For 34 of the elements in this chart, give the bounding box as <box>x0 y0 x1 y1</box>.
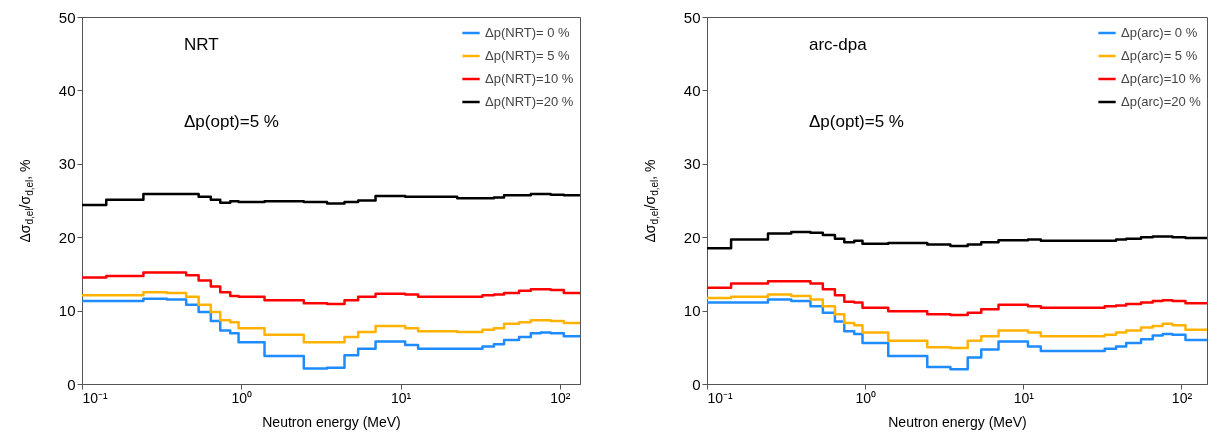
y-tick-label: 40 <box>683 81 701 99</box>
annotation: Δp(opt)=5 % <box>184 112 279 131</box>
y-tick-label: 20 <box>58 228 76 246</box>
legend-label: Δp(arc)= 5 % <box>1121 48 1198 63</box>
x-tick-label: 10⁰ <box>231 389 253 406</box>
y-tick-label: 30 <box>58 155 76 173</box>
y-tick-label: 10 <box>683 302 701 320</box>
y-tick-label: 0 <box>67 375 76 393</box>
y-tick-label: 40 <box>58 81 76 99</box>
legend-label: Δp(arc)=10 % <box>1121 71 1202 86</box>
x-tick-label: 10¹ <box>390 389 412 406</box>
y-tick-label: 0 <box>692 375 701 393</box>
legend-label: Δp(arc)=20 % <box>1121 94 1202 109</box>
y-tick-label: 10 <box>58 302 76 320</box>
legend-label: Δp(NRT)=10 % <box>485 71 574 86</box>
y-tick-label: 50 <box>58 8 76 26</box>
annotation: arc-dpa <box>809 35 868 54</box>
annotation: NRT <box>184 35 219 54</box>
x-tick-label: 10¹ <box>1013 389 1035 406</box>
legend-label: Δp(NRT)=20 % <box>485 94 574 109</box>
x-tick-label: 10² <box>550 389 571 406</box>
legend-label: Δp(NRT)= 0 % <box>485 25 571 40</box>
y-tick-label: 30 <box>683 155 701 173</box>
legend-label: Δp(NRT)= 5 % <box>485 48 571 63</box>
x-tick-label: 10² <box>1171 389 1193 406</box>
x-tick-label: 10⁻¹ <box>707 389 734 406</box>
x-axis-title: Neutron energy (MeV) <box>262 413 401 430</box>
x-tick-label: 10⁰ <box>855 389 876 406</box>
y-tick-label: 50 <box>683 8 701 26</box>
annotation: Δp(opt)=5 % <box>809 112 904 131</box>
x-axis-title: Neutron energy (MeV) <box>888 413 1027 430</box>
legend-label: Δp(arc)= 0 % <box>1121 25 1198 40</box>
x-tick-label: 10⁻¹ <box>82 389 109 406</box>
y-tick-label: 20 <box>683 228 701 246</box>
